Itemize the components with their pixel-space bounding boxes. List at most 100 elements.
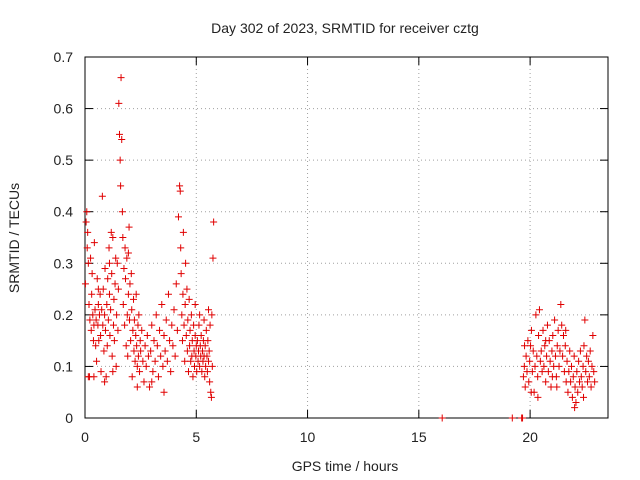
data-point [83, 244, 91, 252]
data-point [548, 373, 556, 381]
data-point [98, 306, 106, 314]
data-point [105, 290, 113, 298]
data-point [531, 362, 539, 370]
data-point [580, 393, 588, 401]
data-point [109, 234, 117, 241]
data-point [542, 337, 550, 345]
data-point [559, 331, 567, 339]
data-point [122, 275, 130, 283]
data-point [196, 311, 204, 319]
data-point [153, 342, 161, 350]
data-point [555, 362, 563, 370]
data-point [154, 373, 162, 381]
data-point [87, 254, 95, 262]
data-point [103, 301, 111, 309]
x-axis-label: GPS time / hours [292, 458, 399, 474]
data-point [588, 362, 596, 370]
data-point [589, 331, 597, 339]
data-point [185, 295, 193, 303]
data-point [542, 378, 550, 386]
data-point [94, 301, 102, 309]
data-point [566, 347, 574, 355]
data-point [181, 357, 189, 365]
data-point [521, 342, 529, 350]
data-point [538, 368, 546, 376]
data-point [525, 378, 533, 386]
data-point [163, 357, 171, 365]
data-point [562, 326, 570, 334]
data-point [205, 306, 213, 314]
data-point [186, 326, 194, 334]
data-point [117, 182, 125, 190]
data-point [94, 285, 102, 293]
data-point [102, 373, 110, 381]
data-point [206, 321, 214, 329]
data-point [104, 275, 112, 283]
data-point [128, 306, 136, 314]
data-point [551, 316, 559, 324]
x-tick-label: 20 [522, 429, 538, 445]
data-point [559, 352, 567, 360]
data-point [570, 352, 578, 360]
data-point [207, 393, 215, 401]
data-point [586, 347, 594, 355]
data-point [532, 311, 540, 319]
data-point [572, 399, 580, 407]
data-point [152, 311, 160, 319]
data-point [508, 414, 516, 422]
data-point [579, 362, 587, 370]
data-point [117, 74, 125, 82]
data-point [557, 301, 565, 309]
data-point [202, 326, 210, 334]
y-tick-label: 0.2 [54, 307, 74, 323]
data-point [127, 337, 135, 345]
data-point [174, 213, 182, 221]
data-point [161, 347, 169, 355]
data-point [103, 342, 111, 350]
data-point [140, 378, 148, 386]
data-point [133, 342, 141, 350]
data-point [581, 316, 589, 324]
data-point [141, 342, 149, 350]
data-point [208, 311, 216, 319]
data-point [179, 228, 187, 236]
data-point [191, 331, 199, 339]
data-point [197, 331, 205, 339]
data-point [90, 373, 98, 381]
data-point [137, 347, 145, 355]
data-point [132, 331, 140, 339]
data-points [81, 74, 599, 422]
data-point [101, 264, 109, 272]
data-point [568, 393, 576, 401]
data-point [202, 362, 210, 370]
data-point [537, 347, 545, 355]
data-point [89, 311, 97, 319]
data-point [93, 357, 101, 365]
data-point [583, 352, 591, 360]
data-point [98, 192, 106, 200]
data-point [160, 331, 168, 339]
x-tick-label: 10 [300, 429, 316, 445]
data-point [113, 311, 121, 319]
data-point [582, 368, 590, 376]
data-point [548, 347, 556, 355]
data-point [147, 347, 155, 355]
data-point [164, 290, 172, 298]
data-point [135, 311, 143, 319]
data-point [521, 383, 529, 391]
data-point [138, 326, 146, 334]
data-point [193, 337, 201, 345]
data-point [205, 347, 213, 355]
data-point [576, 378, 584, 386]
data-point [564, 388, 572, 396]
data-point [128, 373, 136, 381]
data-point [121, 321, 129, 329]
data-point [101, 311, 109, 319]
data-point [203, 368, 211, 376]
data-point [534, 393, 542, 401]
data-point [148, 378, 156, 386]
data-point [176, 182, 184, 190]
data-point [82, 218, 90, 226]
data-point [121, 244, 129, 252]
